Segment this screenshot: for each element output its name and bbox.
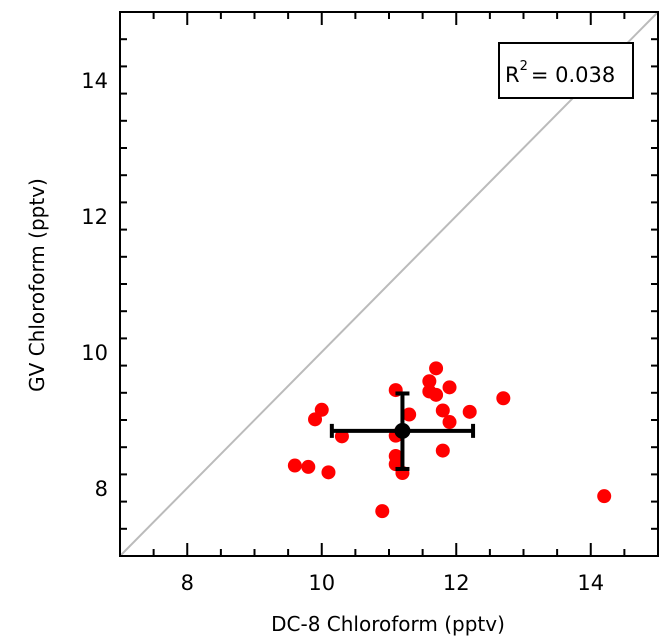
data-point xyxy=(375,504,390,519)
x-axis-title: DC-8 Chloroform (pptv) xyxy=(271,612,505,636)
svg-text:R2= 0.038: R2 = 0.038 xyxy=(505,59,615,87)
y-tick-label: 10 xyxy=(81,341,108,365)
y-tick-label: 14 xyxy=(81,69,108,93)
data-point xyxy=(422,374,437,389)
mean-point xyxy=(394,422,411,439)
data-point xyxy=(442,380,457,395)
data-point xyxy=(435,403,450,418)
x-tick-label: 8 xyxy=(181,571,194,595)
y-axis-title: GV Chloroform (pptv) xyxy=(25,178,49,392)
data-point xyxy=(429,361,444,376)
data-point xyxy=(429,387,444,402)
x-tick-label: 10 xyxy=(308,571,335,595)
data-point xyxy=(597,489,612,504)
data-point xyxy=(442,415,457,430)
one-to-one-line xyxy=(119,11,659,557)
data-point xyxy=(287,458,302,473)
x-tick-label: 12 xyxy=(443,571,470,595)
data-point xyxy=(435,443,450,458)
data-point xyxy=(301,459,316,474)
data-point xyxy=(321,465,336,480)
data-point xyxy=(496,391,511,406)
data-point xyxy=(314,402,329,417)
r-squared-exponent: 2 xyxy=(520,59,528,74)
data-point xyxy=(402,407,417,422)
r-squared-value: = 0.038 xyxy=(531,63,615,87)
data-point xyxy=(462,404,477,419)
y-tick-label: 12 xyxy=(81,205,108,229)
y-tick-label: 8 xyxy=(95,477,108,501)
r-squared-frame xyxy=(498,42,634,99)
x-tick-label: 14 xyxy=(577,571,604,595)
r-squared-symbol: R xyxy=(505,63,520,87)
r-squared-box: R2 = 0.038 xyxy=(498,42,634,99)
